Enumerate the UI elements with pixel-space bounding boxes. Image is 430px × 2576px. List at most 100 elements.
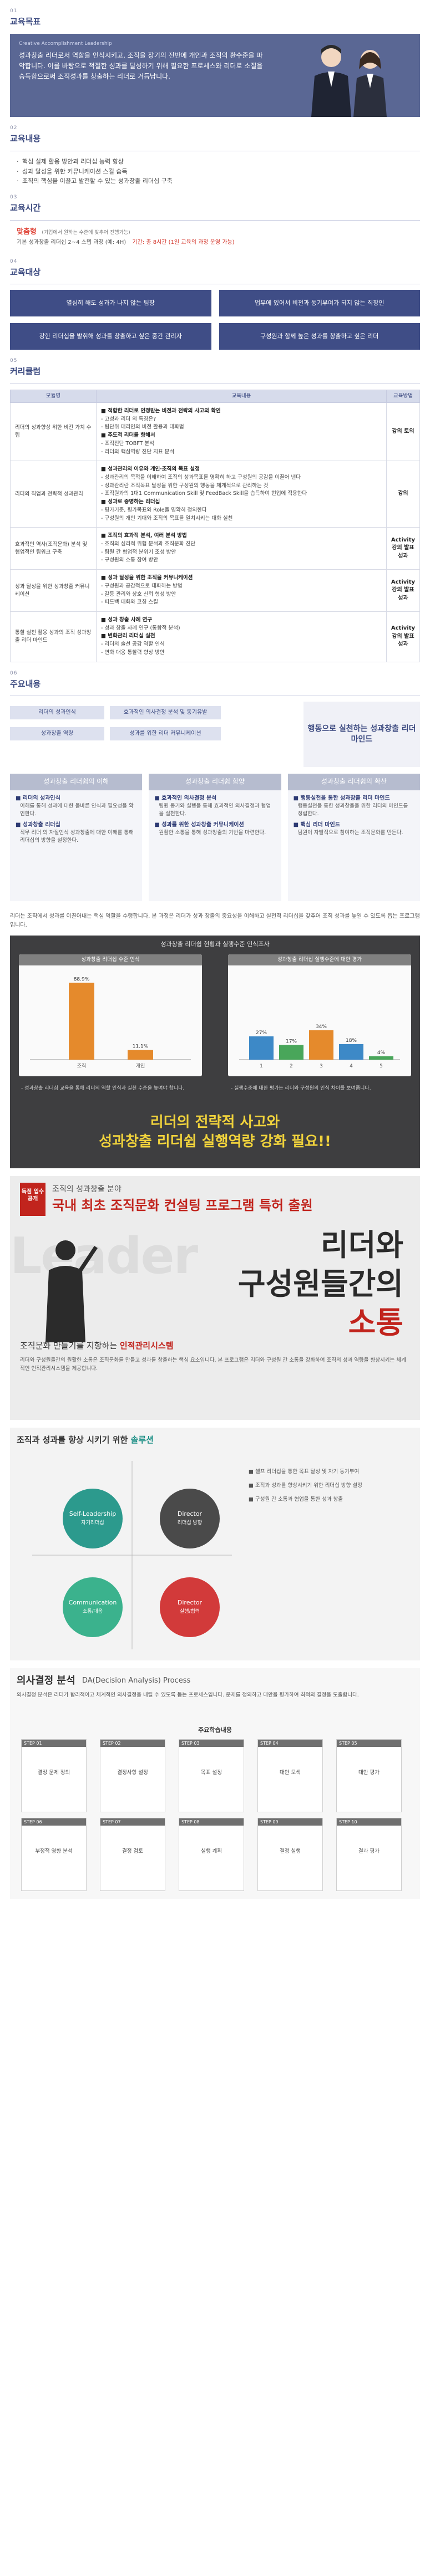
module-cell: 효과적인 역사(조직문화) 분석 및 협업적인 팀워크 구축 [10,527,97,570]
column-item-desc: 팀원이 자발적으로 참여하는 조직문화를 만든다. [297,830,403,836]
step-label: 결정 실행 [280,1848,301,1855]
tick-label: 2 [290,1064,293,1069]
chart-bar [69,983,94,1060]
business-people-illustration [311,44,387,117]
step-label: 결정 문제 정의 [37,1770,70,1776]
tick-label: 5 [380,1064,383,1069]
content-line: - 성과 창출 사례 연구 (통합적 분석) [101,625,180,631]
module-cell: 리더의 직업과 전략적 성과관리 [10,461,97,528]
content-line: ■ 변화관리 리더십 실천 [101,633,155,640]
circle-sub: 리더십 방향 [177,1520,203,1526]
step-number: STEP 09 [258,1818,322,1826]
curriculum-table: 모듈명 교육내용 교육방법 리더의 성과향상 위한 비전 가치 수립 ■ 적합한 … [10,390,421,662]
step-number: STEP 04 [258,1739,322,1747]
panel-title: 성과창출 리더쉽 현황과 실행수준 인식조사 [160,940,270,948]
column-item-desc: 직무 리더 의 자질인식 성과창출에 대한 이해를 통해 리더십의 방향을 설정… [20,830,134,844]
table-row: 통찰 실천 활용 성과의 조직 성과창출 리더 마인드 ■ 성과 창출 사례 연구… [10,611,421,662]
content-line: ■ 성과로 증명하는 리더십 [101,499,160,505]
table-header-row: 모듈명 교육내용 교육방법 [10,390,421,403]
content-line: ■ 주도적 리더를 향해서 [101,432,155,439]
content-line: - 변화 대응 통찰력 향상 방안 [101,649,165,656]
method-cell: 강의 [386,461,421,528]
content-line: - 평가기준, 평가목표와 Role을 명확히 정의한다 [101,507,207,513]
book-line1: 조직의 성과창출 분야 [52,1184,122,1194]
module-cell: 성과 달성을 위한 성과창출 커뮤니케이션 [10,569,97,612]
section-title: 교육시간 [10,203,41,213]
chart-bar [128,1050,153,1060]
tick-label: 4 [350,1064,353,1069]
tick-label: 1 [260,1064,263,1069]
column-item: ■ 성과를 위한 성과창출 커뮤니케이션 원활한 소통을 통해 성과창출의 기반… [154,821,275,837]
chart-box-left: 성과창출 리더십 수준 인식 88.9% 조직 11.1% 개인 [19,954,202,1076]
circle-label: Communication [68,1598,117,1606]
content-line: ■ 적합한 리더로 인정받는 비전과 전략의 사고의 확인 [101,407,221,414]
chart-bar [279,1045,303,1060]
table-row: 효과적인 역사(조직문화) 분석 및 협업적인 팀워크 구축 ■ 조직의 효과적 … [10,527,421,570]
content-line: - 구성원의 소통 참여 방안 [101,557,158,564]
content-line: - 조직의 심리적 위험 분석과 조직문화 진단 [101,540,196,547]
step-number: STEP 02 [100,1739,165,1747]
background-word: Leader [10,1226,198,1285]
content-line: ■ 성과 창출 사례 연구 [101,617,153,623]
tick-label: 조직 [77,1063,87,1069]
bar-chart-left: 88.9% 조직 11.1% 개인 [30,977,191,1069]
content-line: ■ 성과 달성을 위한 조직을 커뮤니케이션 [101,575,193,581]
goal-banner: Creative Accomplishment Leadership 성과창출 … [10,33,420,117]
step-label: 대안 평가 [358,1770,380,1776]
curriculum-body: 리더의 성과향상 위한 비전 가치 수립 ■ 적합한 리더로 인정받는 비전과 전… [10,402,421,662]
column-header: 교육내용 [96,390,387,403]
content-column: 성과창출 리더쉽 함양 ■ 효과적인 의사결정 분석 팀원 동기와 실행을 통해… [149,774,281,901]
list-item: 성과 달성을 위한 커뮤니케이션 스킬 습득 [17,167,420,177]
content-line: - 구성원의 개인 기대와 조직의 목표를 일치시키는 대화 실천 [101,515,233,522]
tagline-highlight: 인적관리시스템 [119,1340,174,1351]
column-item: ■ 성과창출 리더십 직무 리더 의 자질인식 성과창출에 대한 이해를 통해 … [16,821,136,845]
da-title: 의사결정 분석 [17,1674,75,1686]
step-number: STEP 01 [22,1739,86,1747]
method-cell: Activity 강의 발표 성과 [386,569,421,612]
section-number: 05 [10,358,18,364]
flow-bar: 효과적인 의사결정 분석 및 동기유발 [110,706,221,720]
content-line: - 피드백 대화와 코칭 스킬 [101,599,158,606]
column-body: ■ 행동실천을 통한 성과창출 리더 마인드 행동실천을 통한 성과창출을 위한… [287,790,420,901]
book-line2: 국내 최초 조직문화 컨설팅 프로그램 특허 출원 [52,1197,313,1213]
process-step: STEP 10 결과 평가 [336,1817,402,1891]
content-line: - 성과관리란 조직목표 달성을 위한 구성원의 행동을 체계적으로 관리하는 … [101,482,269,489]
solution-circle: Director 리더십 방향 [160,1488,220,1548]
column-item-title: ■ 효과적인 의사결정 분석 [154,795,217,801]
section-number: 02 [10,125,18,131]
list-item: 핵심 실제 활용 방안과 리더십 능력 향상 [17,157,420,167]
book-title-line: 리더와 [320,1227,403,1263]
section-title: 교육내용 [10,133,41,144]
tagline-part: 조직문화 만들기를 지향하는 [20,1340,120,1351]
slogan: 리더의 전략적 사고와 성과창출 리더쉽 실행역량 강화 필요!! [10,1113,420,1152]
decision-analysis-section: 의사결정 분석 DA(Decision Analysis) Process 의사… [10,1668,420,1899]
list-item: 조직의 핵심을 이끌고 발전할 수 있는 성과창출 리더십 구축 [17,176,420,186]
side-note: ■ 구성원 간 소통과 협업을 통한 성과 창출 [249,1496,343,1503]
section-curriculum-header: 05 커리큘럼 [0,350,430,381]
content-columns: 성과창출 리더쉽의 이해 ■ 리더의 성과인식 이해를 통해 성과에 대한 올바… [10,774,420,901]
section-goal-header: 01 교육목표 [0,0,430,32]
data-label: 27% [256,1030,267,1036]
target-box: 열심히 해도 성과가 나지 않는 팀장 [10,290,211,317]
circle-label: Director [177,1598,203,1606]
chart-title: 성과창출 리더십 실행수준에 대한 평가 [228,954,411,965]
content-line: - 조직원과의 1대1 Communication Skill 및 FeedBa… [101,490,307,497]
survey-panel: 성과창출 리더쉽 현황과 실행수준 인식조사 성과창출 리더십 수준 인식 88… [10,935,420,1168]
step-label: 결정사항 설정 [117,1770,148,1776]
flow-final: 행동으로 실천하는 성과창출 리더 마인드 [303,702,420,768]
column-item: ■ 행동실천을 통한 성과창출 리더 마인드 행동실천을 통한 성과창출을 위한… [294,795,414,818]
step-label: 부정적 영향 분석 [35,1848,73,1855]
da-paragraph: 의사결정 분석은 리더가 합리적이고 체계적인 의사결정을 내릴 수 있도록 돕… [17,1691,359,1698]
step-label: 실행 계획 [201,1848,222,1855]
matrix-side-notes: ■ 셀프 리더십을 통한 목표 달성 및 자기 동기부여 ■ 조직과 성과를 향… [249,1468,415,1510]
process-step: STEP 06 부정적 영향 분석 [21,1817,87,1891]
content-line: ■ 조직의 효과적 분석, 여러 분석 방법 [101,533,187,539]
content-column: 성과창출 리더쉽의 이해 ■ 리더의 성과인식 이해를 통해 성과에 대한 올바… [10,774,143,901]
content-cell: ■ 성과관리의 이유와 개인·조직의 목표 설정 - 성과관리의 목적을 이해하여… [96,461,387,528]
goal-banner-subtitle: Creative Accomplishment Leadership [19,40,112,47]
column-item-title: ■ 리더의 성과인식 [16,795,60,801]
column-item-title: ■ 행동실천을 통한 성과창출 리더 마인드 [293,795,390,801]
book-title-line: 구성원들간의 [237,1266,403,1301]
step-label: 대안 모색 [280,1770,301,1776]
process-title: 주요학습내용 [198,1726,232,1734]
